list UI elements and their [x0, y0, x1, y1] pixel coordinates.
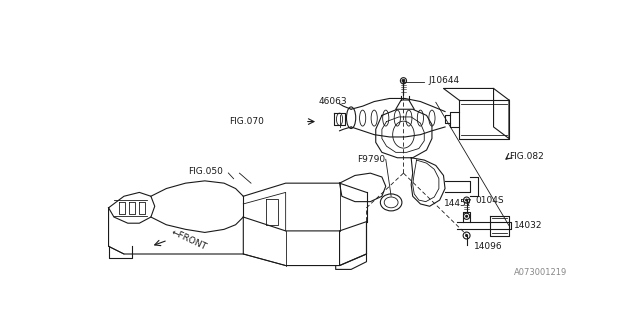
Text: 14096: 14096 — [474, 242, 503, 251]
Text: 14457: 14457 — [444, 199, 472, 208]
Circle shape — [465, 215, 468, 218]
Circle shape — [465, 198, 468, 202]
Text: FIG.050: FIG.050 — [188, 167, 223, 176]
Circle shape — [465, 234, 468, 237]
Text: ←FRONT: ←FRONT — [170, 228, 209, 252]
Text: F9790: F9790 — [357, 155, 385, 164]
Text: 14032: 14032 — [515, 221, 543, 230]
Text: FIG.070: FIG.070 — [230, 117, 264, 126]
Text: 46063: 46063 — [319, 97, 348, 106]
Text: FIG.082: FIG.082 — [509, 152, 544, 161]
Text: J10644: J10644 — [428, 76, 460, 85]
Text: A073001219: A073001219 — [513, 268, 566, 277]
Circle shape — [402, 79, 405, 82]
Text: 0104S: 0104S — [476, 196, 504, 204]
